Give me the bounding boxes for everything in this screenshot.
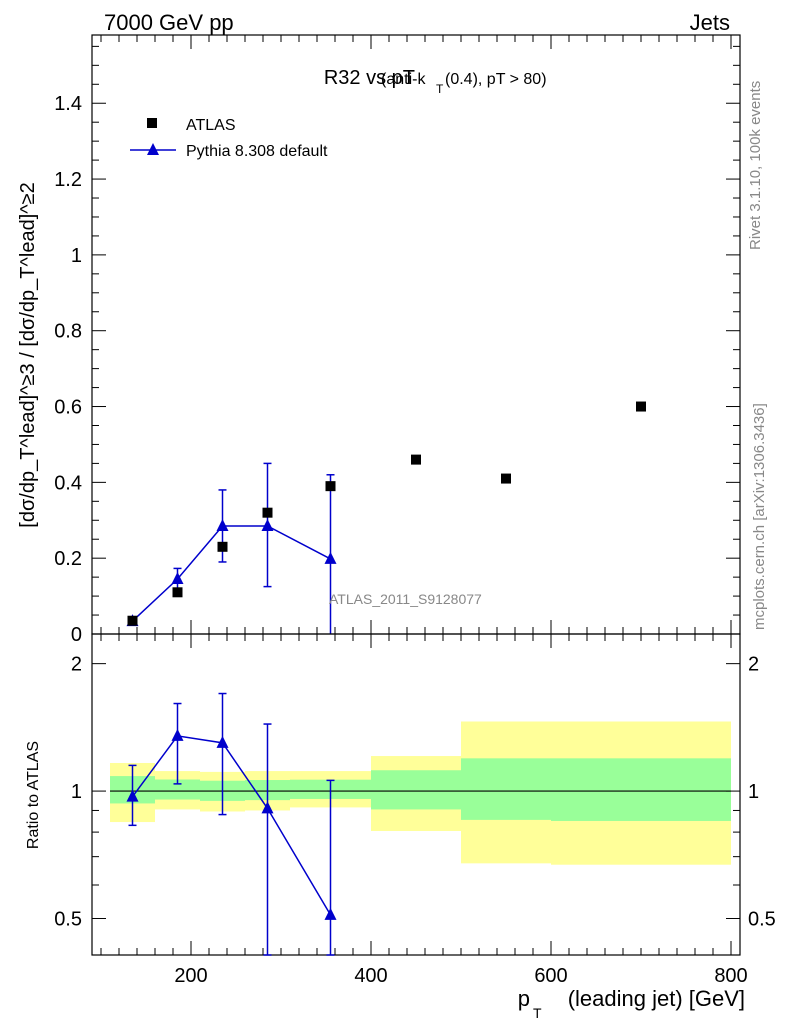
ratio-marker — [324, 907, 337, 920]
y-tick-label-ratio-right: 0.5 — [748, 909, 776, 931]
y-tick-label-ratio-left: 1 — [71, 781, 82, 803]
atlas-data-point — [636, 401, 646, 412]
legend-atlas-label: ATLAS — [186, 117, 236, 134]
x-axis-label-sub: T — [533, 1005, 542, 1021]
uncertainty-band-green — [155, 779, 200, 800]
mcplots-credit-text: mcplots.cern.ch [arXiv:1306.3436] — [751, 403, 768, 630]
y-tick-label-top: 0 — [71, 624, 82, 646]
pythia-marker — [261, 518, 274, 531]
uncertainty-band-green — [551, 758, 731, 821]
y-tick-label-ratio-left: 2 — [71, 654, 82, 676]
ratio-plot-frame — [91, 633, 741, 956]
y-tick-label-ratio-right: 1 — [748, 781, 759, 803]
y-tick-label-top: 0.6 — [54, 397, 82, 419]
top-plot: 0 0.2 0.4 0.6 0.8 1 1.2 1.4 ATLAS Pythia 8.308 de… — [54, 34, 741, 646]
x-tick-label: 800 — [714, 965, 747, 987]
atlas-data-point — [127, 615, 138, 626]
x-tick-label: 200 — [174, 965, 207, 987]
atlas-data-point — [501, 473, 511, 484]
y-tick-label-top: 1.4 — [54, 93, 82, 115]
header-left: 7000 GeV pp — [104, 10, 234, 35]
y-tick-label-top: 1 — [71, 245, 82, 267]
y-tick-label-top: 0.8 — [54, 321, 82, 343]
pythia-marker — [216, 518, 229, 531]
atlas-data-point — [262, 507, 273, 518]
header-right: Jets — [690, 10, 730, 35]
ratio-series-line — [131, 735, 332, 916]
atlas-data-point — [217, 541, 228, 552]
atlas-data-point — [325, 481, 336, 492]
pythia-series-line — [131, 525, 331, 622]
ratio-plot: 200 400 600 800 0.5 0.5 1 1 2 2 — [54, 633, 776, 987]
plot-title-sub-a: (anti-k — [381, 71, 426, 88]
ratio-marker — [261, 801, 274, 814]
x-tick-label: 600 — [534, 965, 567, 987]
ratio-y-axis-label: Ratio to ATLAS — [25, 741, 42, 849]
x-tick-label: 400 — [354, 965, 387, 987]
y-tick-label-ratio-left: 0.5 — [54, 909, 82, 931]
y-tick-label-top: 0.2 — [54, 548, 82, 570]
atlas-data-point — [411, 454, 421, 465]
y-tick-label-top: 0.4 — [54, 472, 82, 494]
top-y-axis-label: [dσ/dp_T^lead]^≥3 / [dσ/dp_T^lead]^≥2 — [17, 182, 39, 527]
ratio-marker — [216, 735, 229, 748]
x-axis-label-rest: (leading jet) [GeV] — [568, 986, 745, 1011]
plot-title-sub-c: (0.4), pT > 80) — [445, 71, 547, 88]
ratio-marker — [126, 789, 139, 802]
legend-pythia-label: Pythia 8.308 default — [186, 143, 328, 160]
plot-title-sub-b: T — [436, 82, 444, 96]
pythia-marker — [171, 572, 184, 585]
pythia-marker — [324, 551, 337, 564]
atlas-data-point — [172, 587, 183, 598]
x-axis-label-p: p — [518, 986, 530, 1011]
analysis-watermark: ATLAS_2011_S9128077 — [329, 591, 482, 607]
y-tick-label-ratio-right: 2 — [748, 654, 759, 676]
uncertainty-band-green — [371, 770, 461, 810]
y-tick-label-top: 1.2 — [54, 169, 82, 191]
rivet-version-text: Rivet 3.1.10, 100k events — [747, 81, 764, 250]
ratio-marker — [171, 728, 184, 741]
uncertainty-band-green — [461, 758, 551, 820]
plot-title-main: R32 vs pT — [324, 67, 415, 89]
legend-pythia-marker — [147, 143, 159, 155]
legend-atlas-marker — [147, 118, 157, 128]
